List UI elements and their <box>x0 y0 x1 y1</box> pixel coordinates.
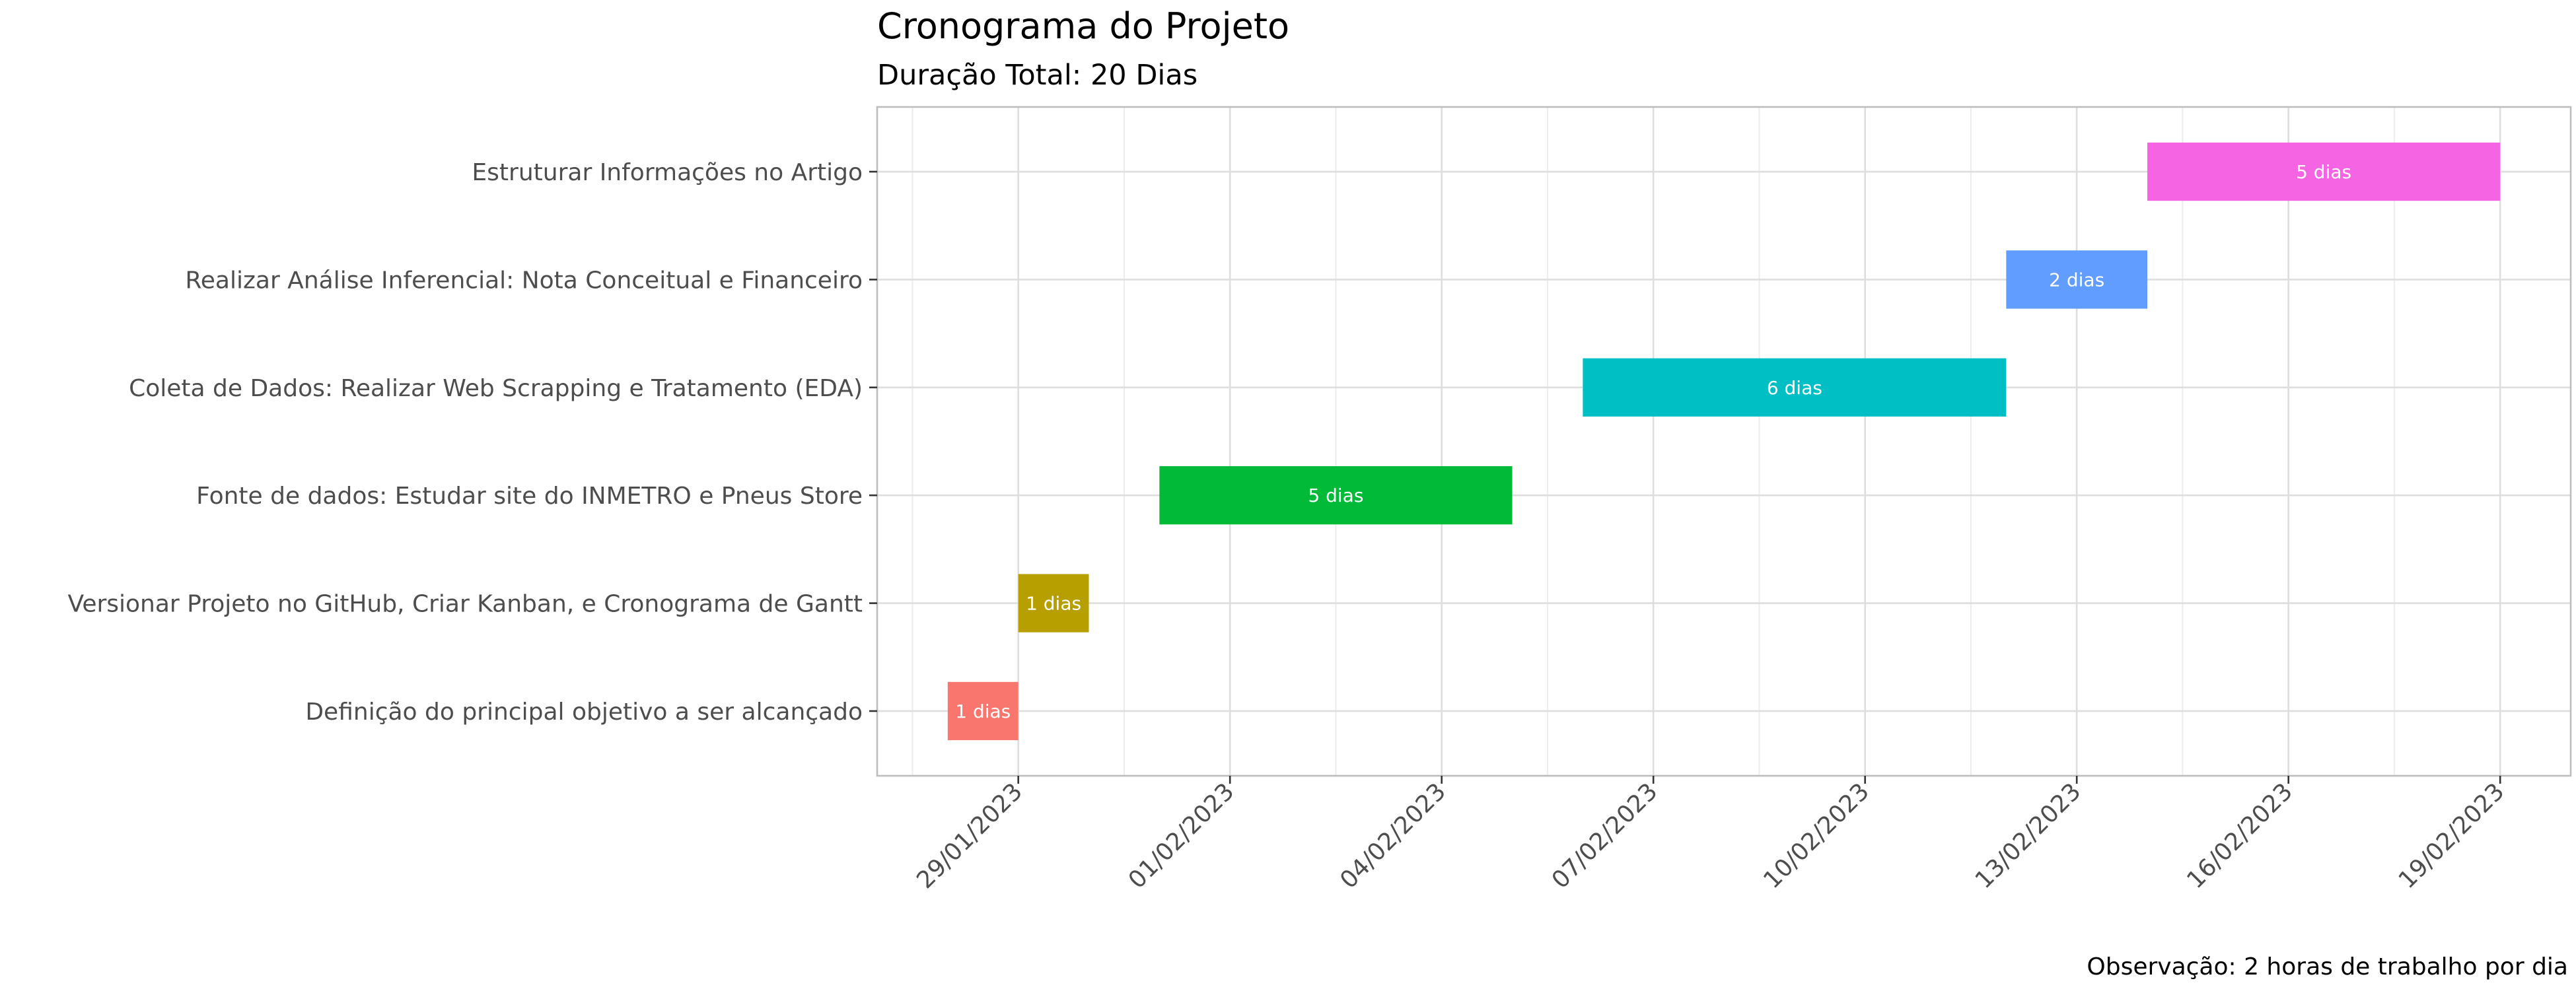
x-tick-label: 10/02/2023 <box>1758 778 1875 894</box>
y-tick-label: Fonte de dados: Estudar site do INMETRO … <box>196 483 863 510</box>
plot-area: 1 dias Definição do principal objetivo a … <box>67 106 2572 894</box>
task-bar <box>1018 574 1089 633</box>
y-tick-label: Coleta de Dados: Realizar Web Scrapping … <box>129 375 863 402</box>
task-duration-label: 1 dias <box>955 701 1011 722</box>
task-bar <box>2147 142 2501 201</box>
chart-title: Cronograma do Projeto <box>877 5 1289 47</box>
chart-subtitle: Duração Total: 20 Dias <box>877 59 1198 92</box>
task-duration-label: 6 dias <box>1767 377 1822 399</box>
y-tick-label: Realizar Análise Inferencial: Nota Conce… <box>185 267 863 294</box>
x-tick-label: 19/02/2023 <box>2394 778 2510 894</box>
y-tick-label: Estruturar Informações no Artigo <box>472 159 863 186</box>
y-tick-label: Versionar Projeto no GitHub, Criar Kanba… <box>67 591 863 618</box>
task-duration-label: 5 dias <box>2296 161 2351 183</box>
task-duration-label: 2 dias <box>2049 269 2104 291</box>
x-tick-label: 29/01/2023 <box>912 778 1028 894</box>
plot-border <box>876 106 2572 777</box>
x-tick-label: 16/02/2023 <box>2182 778 2298 894</box>
x-tick-label: 01/02/2023 <box>1124 778 1240 894</box>
task-duration-label: 5 dias <box>1308 485 1363 506</box>
plot-panel <box>877 107 2571 776</box>
task-bar <box>947 681 1019 741</box>
x-tick-label: 13/02/2023 <box>1970 778 2087 894</box>
x-tick-label: 04/02/2023 <box>1335 778 1451 894</box>
task-bar <box>1583 358 2007 417</box>
task-bar <box>1159 466 1513 525</box>
task-bar <box>2006 250 2147 309</box>
task-duration-label: 1 dias <box>1026 593 1081 615</box>
x-tick-label: 07/02/2023 <box>1547 778 1663 894</box>
y-tick-label: Definição do principal objetivo a ser al… <box>305 699 863 726</box>
chart-caption: Observação: 2 horas de trabalho por dia <box>2087 953 2568 980</box>
